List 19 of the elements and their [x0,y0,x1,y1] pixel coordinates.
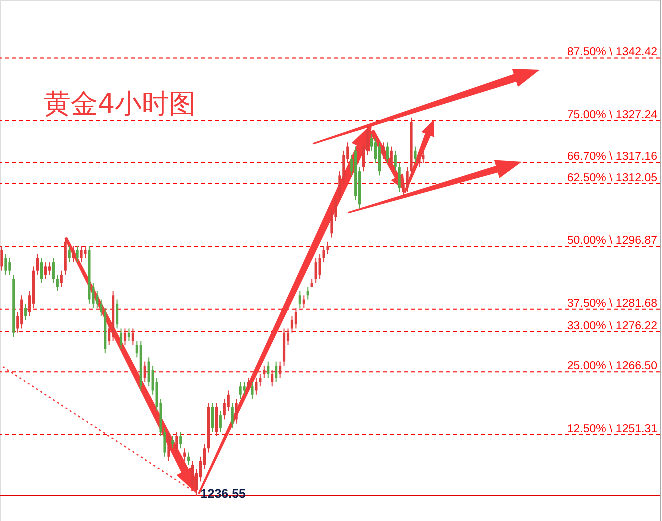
y-tick-label: 1317.16 [616,151,658,164]
y2-tick-label: 33.00% \ [567,320,614,332]
y2-tick-label: 75.00% \ [567,110,614,122]
y2-tick-label: 50.00% \ [567,235,614,248]
y-tick-label: 1266.50 [616,360,658,373]
y-tick-label: 1251.31 [616,423,658,436]
y-tick-label: 1327.24 [616,109,658,122]
y2-tick-label: 25.00% \ [567,360,614,373]
text: 黄金4小时图 [44,89,196,120]
y-tick-label: 1342.42 [616,46,658,59]
y-tick-label: 1296.87 [616,235,658,248]
y2-tick-label: 87.50% \ [567,46,614,59]
y-tick-label: 1276.22 [616,320,658,332]
y2-tick-label: 12.50% \ [567,423,614,436]
y-tick-label: 1312.05 [616,172,658,184]
y2-tick-label: 62.50% \ [567,172,614,184]
y-tick-label: 1281.68 [616,298,658,310]
y2-tick-label: 66.70% \ [567,151,614,164]
y2-tick-label: 37.50% \ [567,298,614,310]
